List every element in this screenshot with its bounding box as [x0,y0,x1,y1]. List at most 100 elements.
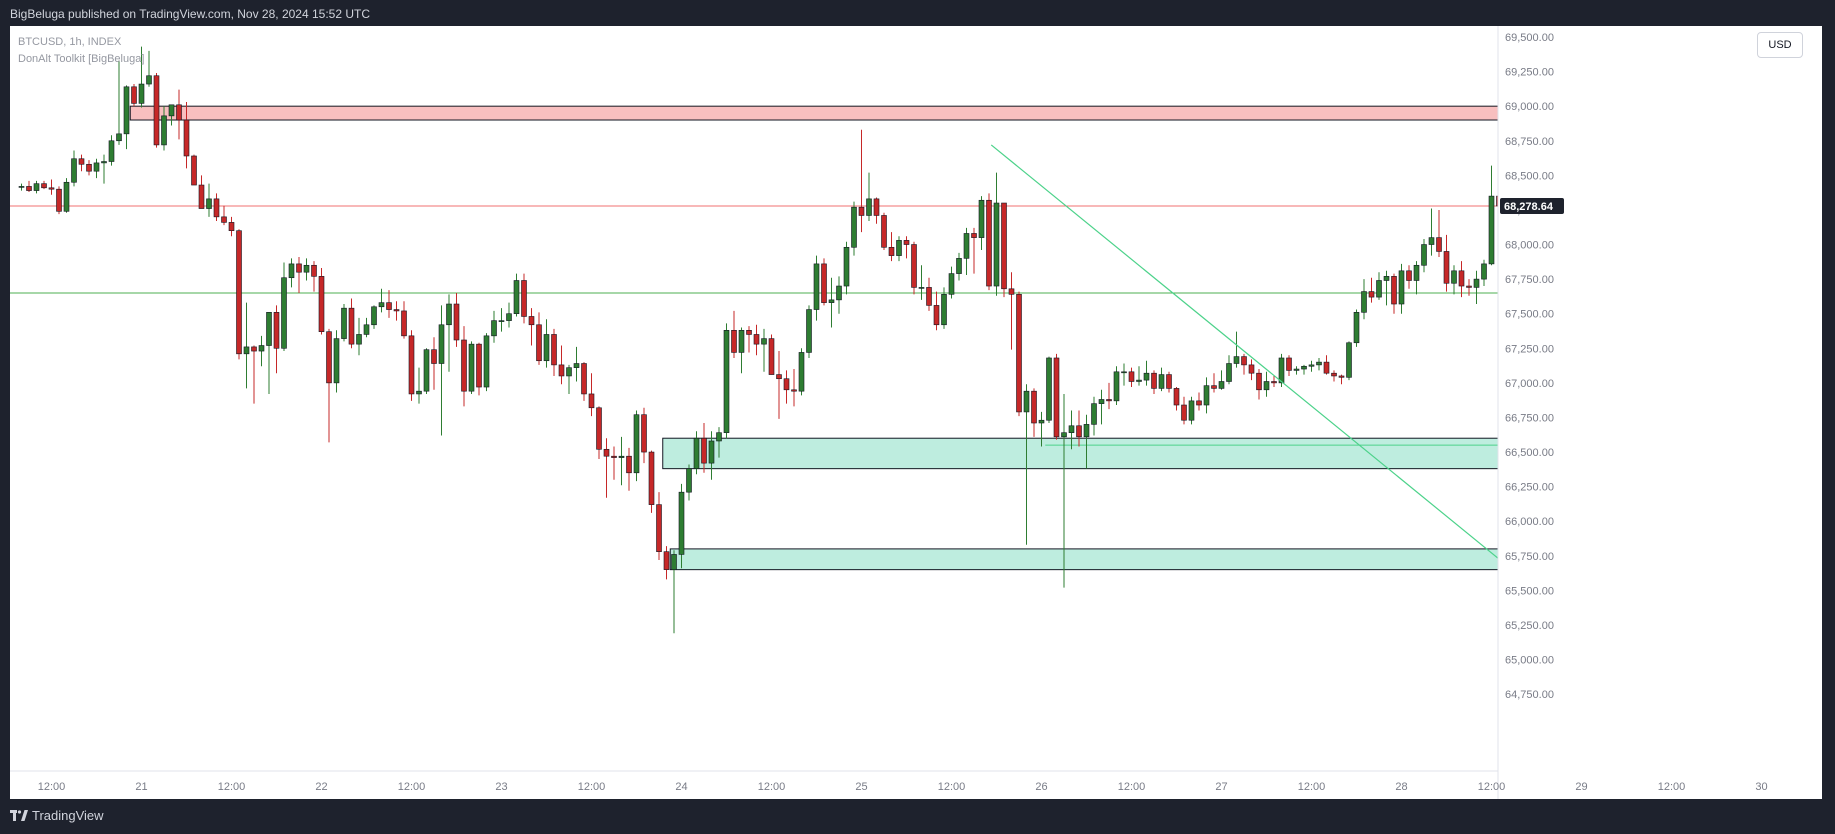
tradingview-logo-text: TradingView [32,808,104,823]
candle-body [506,313,512,321]
x-tick-label: 28 [1395,781,1407,793]
candle [1308,360,1315,372]
candle [738,327,745,374]
candle-body [251,346,257,352]
chart-pane[interactable]: 64,750.00 65,000.00 65,250.00 65,500.00 65,7… [10,26,1822,799]
candle-body [86,163,92,172]
candle-body [431,349,437,364]
candle-body [183,119,190,157]
resistance-zone [129,105,1684,121]
currency-button[interactable]: USD [1757,32,1803,58]
candle-body [888,246,895,256]
candle-body [1226,363,1232,382]
candle-body [1308,364,1315,367]
candle-body [101,161,107,164]
zones-layer [129,105,1684,571]
candle [633,410,640,482]
symbol-label[interactable]: BTCUSD, 1h, INDEX [18,36,122,48]
candle-body [1301,365,1307,370]
candle-body [986,199,992,287]
x-tick-label: 12:00 [1118,781,1146,793]
x-tick-label: 25 [855,781,867,793]
candle [513,273,520,317]
candle [948,266,955,299]
candle [1106,382,1112,410]
x-tick-label: 26 [1035,781,1047,793]
candle [686,464,692,501]
candle-body [918,287,925,289]
y-tick-label: 65,500.00 [1505,585,1554,597]
candle-body [813,263,820,310]
candle-body [1061,432,1067,438]
candle [536,312,542,365]
candle [1151,370,1157,394]
candle [491,310,497,343]
candle [521,273,527,324]
candle-body [971,233,977,238]
candle [1128,367,1135,388]
candle-body [266,312,272,346]
candle [153,72,160,148]
candle [48,179,55,195]
candle-body [963,233,970,259]
y-tick-label: 67,750.00 [1505,274,1554,286]
candlestick-chart[interactable]: 64,750.00 65,000.00 65,250.00 65,500.00 65,7… [10,26,1822,799]
candle [806,305,812,358]
candle-body [843,246,850,287]
candle-body [401,310,407,337]
candle-body [108,140,115,162]
candle-body [1383,276,1390,281]
candle [551,328,557,376]
last-price-label-bg [1500,197,1564,214]
candle-body [1481,263,1487,280]
candle-body [138,83,145,104]
candle-body [1406,270,1412,281]
candle-body [1196,400,1202,406]
y-tick-label: 67,000.00 [1505,378,1554,390]
candle [1158,367,1165,392]
candle-body [941,294,947,326]
candle-body [408,335,415,395]
candle [626,447,632,491]
candle [1046,356,1052,423]
candle [191,154,197,186]
y-tick-label: 69,500.00 [1505,32,1554,44]
candle [1053,353,1060,440]
x-tick-label: 12:00 [38,781,66,793]
candle-body [371,306,377,326]
candle-body [378,302,385,308]
tradingview-logo[interactable]: TradingView [10,808,104,823]
y-tick-label: 67,250.00 [1505,343,1554,355]
x-tick-label: 12:00 [218,781,246,793]
x-tick-label: 23 [495,781,507,793]
candle-body [821,263,827,303]
candle [56,186,62,215]
candle [123,85,130,150]
candle [656,492,662,560]
candle [1031,388,1037,437]
candle [1083,414,1090,469]
candle-body [71,158,77,183]
candle-body [18,186,25,188]
candle-body [588,393,595,409]
candle [1466,279,1472,296]
candle [866,172,872,222]
candle-body [776,374,782,380]
candle-body [153,75,160,146]
candle [1436,209,1442,257]
candle [1068,410,1075,450]
candle [221,205,227,226]
candle [176,89,182,140]
candle-body [596,407,602,450]
candle-body [93,162,100,172]
indicator-label[interactable]: DonAlt Toolkit [BigBeluga] [18,53,145,65]
candle-body [1151,372,1157,389]
candle-body [1256,372,1262,391]
y-tick-label: 66,750.00 [1505,412,1554,424]
candle-body [1181,404,1187,421]
candle [468,341,475,394]
candle [311,261,317,292]
candle-body [161,115,167,146]
candle [453,292,460,347]
candle [258,335,265,367]
